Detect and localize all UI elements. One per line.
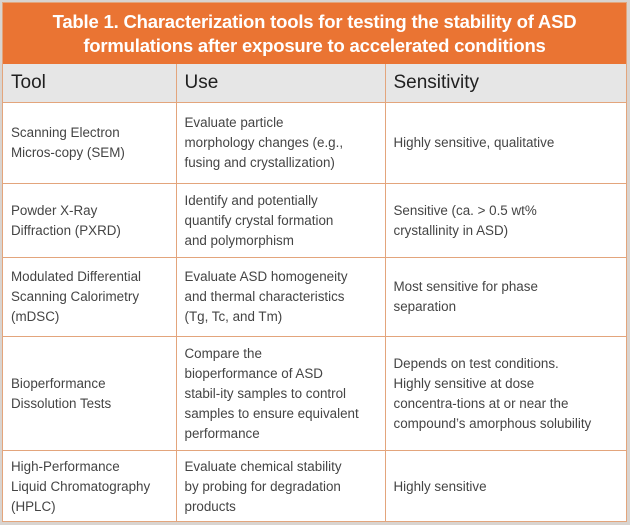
cell-text: quantify crystal formation xyxy=(184,212,334,228)
cell-text: Micros-copy (SEM) xyxy=(11,145,125,160)
sensitivity-cell: Depends on test conditions. Highly sensi… xyxy=(384,336,626,451)
column-header-sensitivity: Sensitivity xyxy=(384,64,626,103)
cell-text: samples to ensure equivalent xyxy=(184,405,359,421)
sensitivity-cell: Highly sensitive xyxy=(384,450,626,522)
cell-text: Dissolution Tests xyxy=(11,395,112,411)
table-row: Modulated Differential Scanning Calorime… xyxy=(3,257,626,337)
use-cell: Compare the bioperformance of ASD stabil… xyxy=(175,336,386,451)
sensitivity-cell: Highly sensitive, qualitative xyxy=(384,102,626,184)
cell-text: Depends on test conditions. xyxy=(393,355,559,371)
cell-text: Bioperformance xyxy=(11,375,106,391)
cell-text: Scanning Calorimetry xyxy=(11,289,140,304)
cell-text: Highly sensitive at dose xyxy=(393,375,535,391)
use-cell: Evaluate chemical stability by probing f… xyxy=(175,450,386,522)
tool-cell: Bioperformance Dissolution Tests xyxy=(3,336,177,451)
cell-text: Powder X-Ray xyxy=(11,202,98,218)
cell-text: Sensitive (ca. > 0.5 wt% xyxy=(393,202,537,218)
cell-text: separation xyxy=(393,299,457,314)
tool-cell: High-Performance Liquid Chromatography (… xyxy=(3,450,177,522)
cell-text: compound’s amorphous solubility xyxy=(393,415,592,431)
cell-text: bioperformance of ASD xyxy=(184,365,323,381)
cell-text: and thermal characteristics xyxy=(184,289,345,304)
cell-text: fusing and crystallization) xyxy=(184,155,335,170)
use-cell: Evaluate particle morphology changes (e.… xyxy=(175,102,386,184)
cell-text: Most sensitive for phase xyxy=(393,279,538,294)
header-row: Tool Use Sensitivity xyxy=(3,64,626,103)
use-cell: Evaluate ASD homogeneity and thermal cha… xyxy=(175,257,386,337)
tool-cell: Powder X-Ray Diffraction (PXRD) xyxy=(3,183,177,258)
tool-cell: Modulated Differential Scanning Calorime… xyxy=(3,257,177,337)
cell-text: (mDSC) xyxy=(11,309,60,324)
table-title: Table 1. Characterization tools for test… xyxy=(3,3,626,64)
cell-text: Highly sensitive xyxy=(393,478,487,494)
cell-text: Scanning Electron xyxy=(11,125,120,140)
sensitivity-cell: Sensitive (ca. > 0.5 wt% crystallinity i… xyxy=(384,183,626,258)
table-row: Scanning Electron Micros-copy (SEM) Eval… xyxy=(3,102,626,184)
cell-text: Highly sensitive, qualitative xyxy=(393,135,555,150)
table-row: Powder X-Ray Diffraction (PXRD) Identify… xyxy=(3,183,626,258)
characterization-tools-table: Tool Use Sensitivity Scanning Electron M… xyxy=(3,64,626,522)
column-header-use: Use xyxy=(175,64,386,103)
cell-text: concentra-tions at or near the xyxy=(393,395,569,411)
cell-text: crystallinity in ASD) xyxy=(393,222,509,238)
cell-text: High-Performance xyxy=(11,458,120,474)
cell-text: and polymorphism xyxy=(184,232,294,248)
cell-text: products xyxy=(184,498,236,514)
cell-text: Evaluate ASD homogeneity xyxy=(184,269,348,284)
cell-text: Modulated Differential xyxy=(11,269,142,284)
cell-text: Evaluate particle xyxy=(184,115,284,130)
table-title-line-2: formulations after exposure to accelerat… xyxy=(83,35,546,56)
table-row: Bioperformance Dissolution Tests Compare… xyxy=(3,336,626,451)
cell-text: morphology changes (e.g., xyxy=(184,135,344,150)
table-title-line-1: Table 1. Characterization tools for test… xyxy=(52,11,577,32)
cell-text: Evaluate chemical stability xyxy=(184,458,342,474)
use-cell: Identify and potentially quantify crysta… xyxy=(175,183,386,258)
cell-text: Compare the xyxy=(184,345,262,361)
cell-text: (Tg, Tc, and Tm) xyxy=(184,309,283,324)
cell-text: performance xyxy=(184,425,260,441)
sensitivity-cell: Most sensitive for phase separation xyxy=(384,257,626,337)
cell-text: by probing for degradation xyxy=(184,478,341,494)
table-row: High-Performance Liquid Chromatography (… xyxy=(3,450,626,522)
cell-text: Liquid Chromatography xyxy=(11,478,151,494)
column-header-tool: Tool xyxy=(3,64,177,103)
cell-text: stabil-ity samples to control xyxy=(184,385,347,401)
tool-cell: Scanning Electron Micros-copy (SEM) xyxy=(3,102,177,184)
cell-text: Diffraction (PXRD) xyxy=(11,222,121,238)
cell-text: (HPLC) xyxy=(11,498,56,514)
cell-text: Identify and potentially xyxy=(184,192,318,208)
